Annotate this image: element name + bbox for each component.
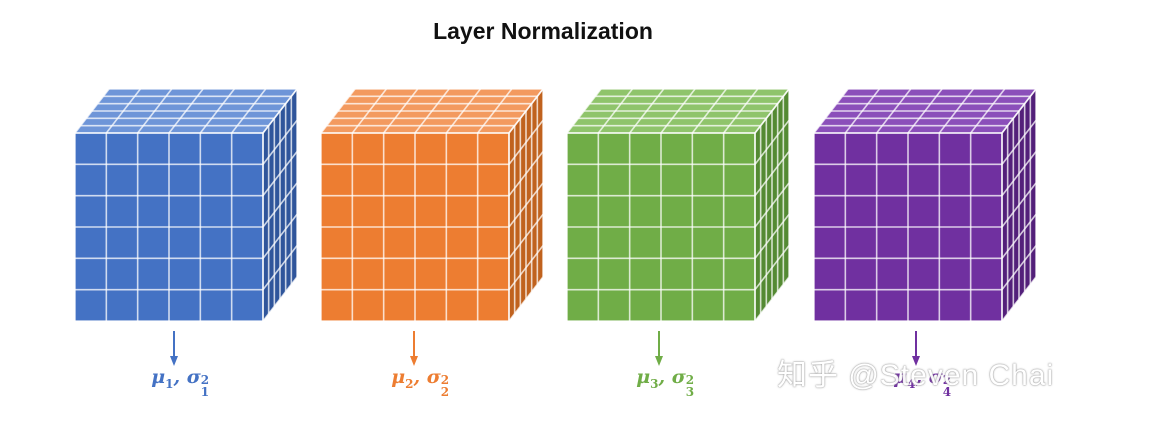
- cube-grid: [320, 88, 544, 322]
- cube-grid: [813, 88, 1037, 322]
- variance-power: 2: [200, 373, 210, 387]
- variance-symbol: σ: [186, 366, 201, 388]
- mean-index: 2: [405, 376, 414, 391]
- variance-power: 2: [440, 373, 450, 387]
- block-1: [74, 88, 298, 366]
- arrow-head: [655, 356, 663, 366]
- variance-symbol: σ: [928, 366, 943, 388]
- variance-symbol: σ: [426, 366, 441, 388]
- variance-index: 4: [942, 385, 952, 399]
- mean-symbol: μ: [636, 366, 651, 388]
- variance-index: 1: [200, 385, 210, 399]
- block-2: [320, 88, 544, 366]
- arrow-head: [912, 356, 920, 366]
- cube-grid: [566, 88, 790, 322]
- diagram-title: Layer Normalization: [433, 18, 653, 44]
- variance-index: 2: [440, 385, 450, 399]
- mean-symbol: μ: [893, 366, 908, 388]
- block-3: [566, 88, 790, 366]
- variance-power: 2: [942, 373, 952, 387]
- cube-grid: [74, 88, 298, 322]
- mean-index: 4: [907, 376, 916, 391]
- mean-index: 1: [165, 376, 174, 391]
- arrow-head: [410, 356, 418, 366]
- mean-symbol: μ: [391, 366, 406, 388]
- variance-index: 3: [685, 385, 695, 399]
- mean-index: 3: [650, 376, 659, 391]
- arrow-head: [170, 356, 178, 366]
- block-4: [813, 88, 1037, 366]
- variance-power: 2: [685, 373, 695, 387]
- variance-symbol: σ: [671, 366, 686, 388]
- mean-symbol: μ: [151, 366, 166, 388]
- watermark: 知乎 @Steven Chai: [777, 359, 1055, 392]
